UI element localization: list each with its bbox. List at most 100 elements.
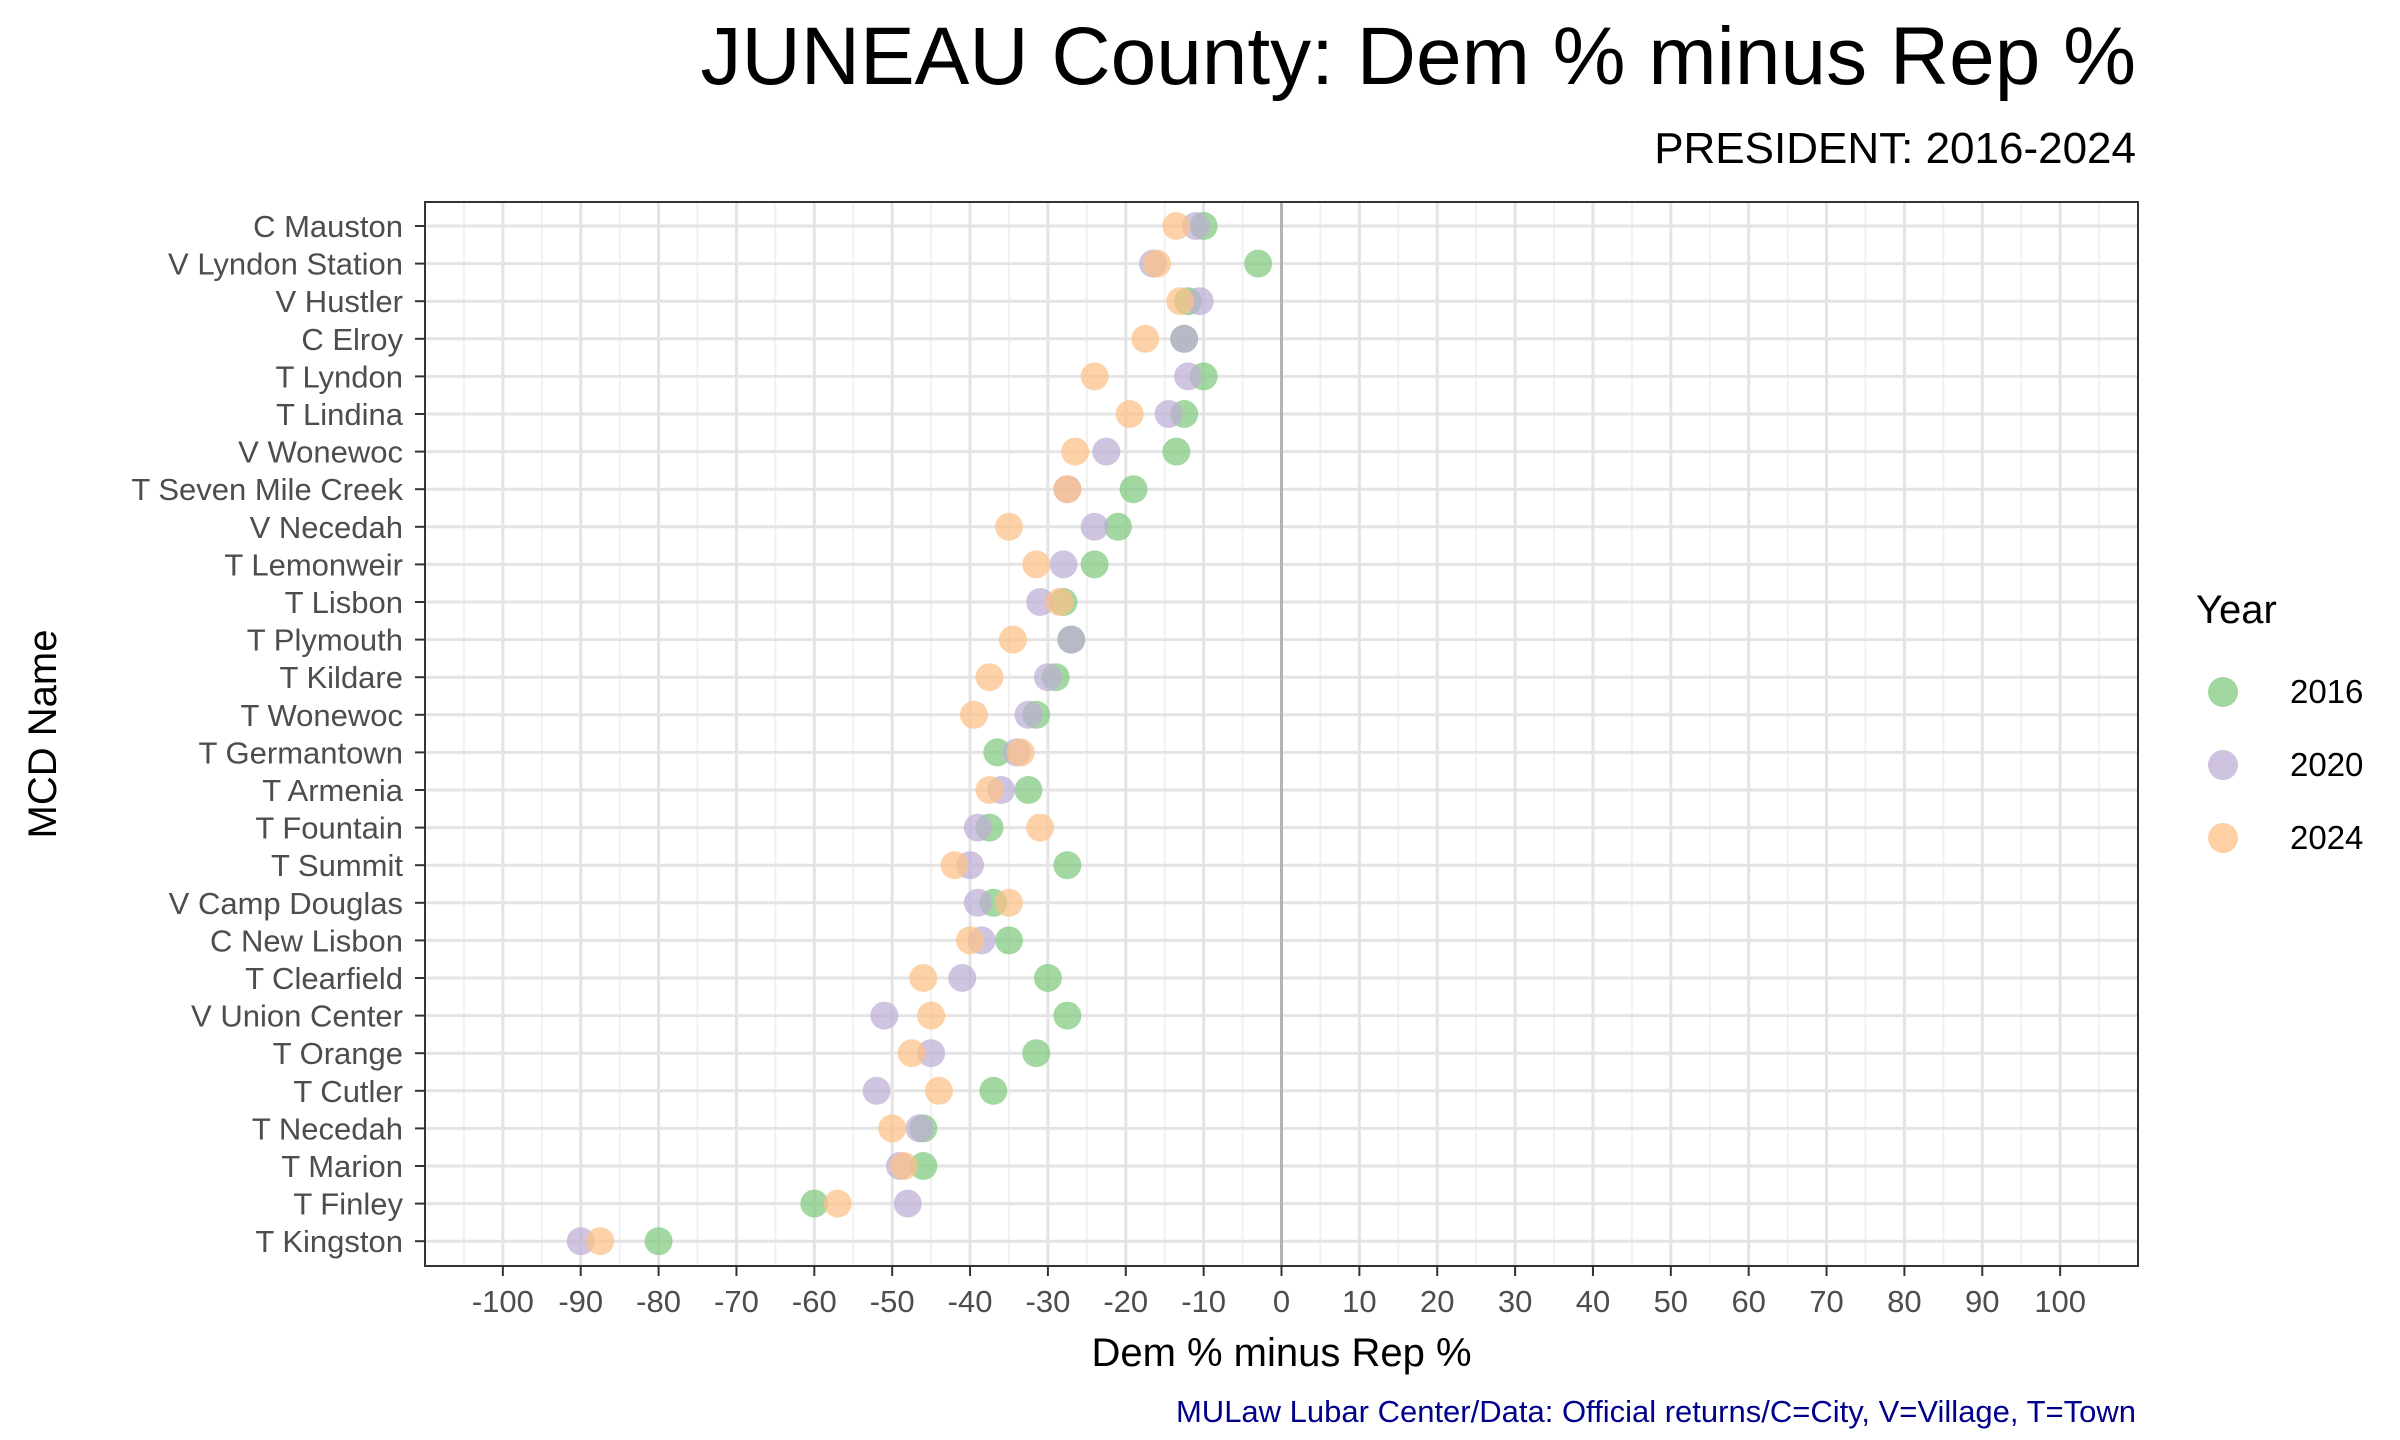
- data-point-2020: [893, 1189, 922, 1218]
- y-axis-title: MCD Name: [21, 630, 65, 839]
- data-point-2020: [566, 1227, 595, 1256]
- y-tick-label: V Union Center: [191, 999, 403, 1034]
- data-point-2024: [897, 1039, 926, 1068]
- y-tick-label: T Orange: [273, 1036, 403, 1071]
- x-tick-label: -20: [1103, 1284, 1148, 1319]
- data-point-2020: [1185, 287, 1214, 316]
- x-tick-label: -30: [1026, 1284, 1071, 1319]
- y-tick-label: C New Lisbon: [210, 923, 403, 958]
- data-point-2020: [1033, 663, 1062, 692]
- data-point-2024: [586, 1227, 615, 1256]
- data-point-2016: [1053, 851, 1082, 880]
- data-point-2024: [1142, 249, 1171, 278]
- data-point-2016: [994, 926, 1023, 955]
- data-point-2024: [917, 1001, 946, 1030]
- y-tick-label: V Necedah: [250, 510, 403, 545]
- y-tick-label: T Lemonweir: [224, 547, 403, 582]
- data-point-2016: [1033, 964, 1062, 992]
- data-point-2020: [1154, 400, 1183, 428]
- chart-subtitle: PRESIDENT: 2016-2024: [1654, 124, 2136, 173]
- x-tick-label: 80: [1887, 1284, 1921, 1319]
- data-point-2024: [1166, 287, 1195, 316]
- data-point-2024: [975, 776, 1004, 804]
- data-point-2024: [1045, 588, 1074, 616]
- data-point-2016: [979, 1076, 1008, 1105]
- data-point-2024: [1006, 738, 1035, 767]
- data-point-2020: [1014, 700, 1043, 729]
- data-point-2024: [1131, 324, 1160, 353]
- y-tick-label: T Plymouth: [247, 623, 403, 658]
- x-tick-label: 30: [1498, 1284, 1532, 1319]
- data-point-2020: [862, 1076, 891, 1105]
- data-point-2020: [905, 1114, 934, 1143]
- data-point-2020: [963, 813, 992, 842]
- data-point-2020: [948, 964, 977, 992]
- y-tick-label: T Germantown: [199, 735, 403, 770]
- x-tick-label: -40: [948, 1284, 993, 1319]
- chart-title: JUNEAU County: Dem % minus Rep %: [700, 11, 2136, 102]
- data-point-2024: [1053, 475, 1082, 504]
- data-point-2020: [1049, 550, 1078, 579]
- x-tick-label: -10: [1181, 1284, 1226, 1319]
- y-tick-label: T Seven Mile Creek: [131, 472, 403, 507]
- data-point-2024: [823, 1189, 852, 1218]
- x-tick-label: -80: [636, 1284, 681, 1319]
- legend-item-2020: 2020: [2208, 745, 2363, 785]
- y-tick-label: C Elroy: [301, 322, 403, 357]
- data-point-2020: [1170, 324, 1199, 353]
- data-point-2024: [998, 625, 1027, 654]
- data-point-2016: [909, 1152, 938, 1180]
- data-point-2024: [1022, 550, 1051, 579]
- y-tick-label: C Mauston: [253, 209, 403, 244]
- y-tick-label: V Wonewoc: [238, 435, 403, 470]
- legend-swatch: [2208, 823, 2238, 853]
- legend-swatch: [2208, 750, 2238, 780]
- x-tick-label: 50: [1654, 1284, 1688, 1319]
- x-tick-label: 90: [1965, 1284, 1999, 1319]
- x-tick-label: 60: [1731, 1284, 1765, 1319]
- data-point-2024: [1115, 400, 1144, 428]
- y-tick-label: T Marion: [281, 1149, 403, 1184]
- data-point-2016: [1119, 475, 1148, 504]
- legend-label: 2016: [2290, 673, 2364, 710]
- legend-label: 2020: [2290, 746, 2364, 783]
- x-tick-label: 100: [2034, 1284, 2086, 1319]
- data-point-2020: [870, 1001, 899, 1030]
- y-tick-label: T Necedah: [252, 1111, 403, 1146]
- y-tick-label: T Finley: [293, 1187, 403, 1222]
- data-point-2024: [994, 512, 1023, 541]
- data-point-2016: [644, 1227, 673, 1256]
- data-point-2020: [1080, 512, 1109, 541]
- data-point-2016: [1103, 512, 1132, 541]
- data-point-2024: [994, 888, 1023, 917]
- x-tick-label: -60: [792, 1284, 837, 1319]
- data-point-2024: [909, 964, 938, 992]
- x-axis-title: Dem % minus Rep %: [1091, 1331, 1471, 1375]
- y-tick-label: T Cutler: [293, 1074, 403, 1109]
- data-point-2016: [983, 738, 1012, 767]
- data-point-2024: [878, 1114, 907, 1143]
- x-tick-label: -70: [714, 1284, 759, 1319]
- data-point-2020: [1092, 437, 1121, 466]
- x-tick-label: -90: [558, 1284, 603, 1319]
- legend-label: 2024: [2290, 819, 2364, 856]
- y-tick-label: T Kildare: [280, 660, 404, 695]
- legend-title: Year: [2196, 588, 2277, 632]
- y-tick-label: T Lyndon: [275, 359, 403, 394]
- data-point-2020: [1174, 362, 1203, 391]
- data-point-2016: [1162, 437, 1191, 466]
- data-point-2020: [963, 888, 992, 917]
- y-tick-label: T Fountain: [255, 811, 403, 846]
- data-point-2020: [1181, 212, 1210, 240]
- data-point-2024: [1080, 362, 1109, 391]
- data-point-2024: [940, 851, 969, 880]
- data-point-2016: [1053, 1001, 1082, 1030]
- y-tick-label: T Wonewoc: [240, 698, 403, 733]
- data-point-2016: [1244, 249, 1273, 278]
- data-point-2016: [1022, 1039, 1051, 1068]
- data-point-2020: [917, 1039, 946, 1068]
- data-point-2016: [1014, 776, 1043, 804]
- data-point-2016: [1080, 550, 1109, 579]
- y-tick-label: V Hustler: [276, 284, 403, 319]
